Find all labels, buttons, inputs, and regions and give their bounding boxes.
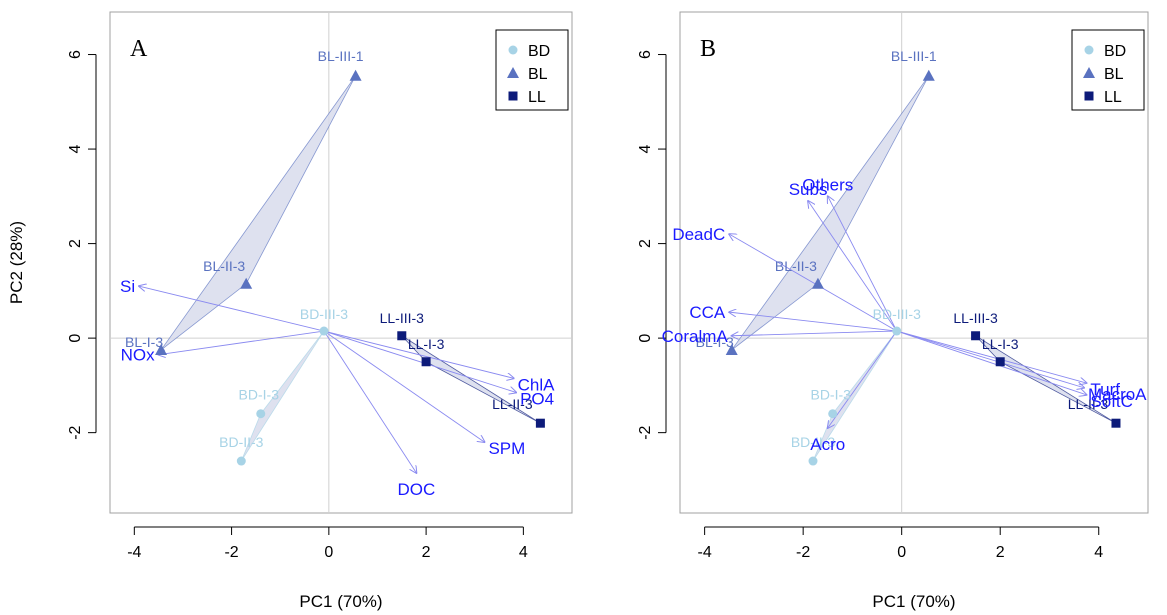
y-tick-label: 6 (67, 50, 84, 59)
legend: BD BL LL (496, 30, 568, 110)
legend-label-bl: BL (1104, 66, 1124, 83)
point-label: BL-II-3 (775, 258, 817, 274)
point-marker (397, 331, 406, 340)
point-label: BD-I-3 (239, 387, 280, 403)
y-tick-label: -2 (637, 425, 654, 439)
loading-arrow (324, 331, 484, 442)
panel-a: -4 -2 0 2 4 -2 0 2 4 6 PC1 (70%) PC2 (28%) A BD-III-3… (7, 12, 572, 611)
point-label: BL-III-1 (318, 48, 364, 64)
y-tick-label: 2 (637, 239, 654, 248)
vector-label: NOx (121, 346, 156, 365)
legend-marker-bd (1085, 46, 1094, 55)
point-marker (971, 331, 980, 340)
vector-label: Acro (810, 435, 845, 454)
loading-arrow (732, 331, 897, 336)
point-marker (828, 409, 837, 418)
point-marker (809, 457, 818, 466)
legend-label-ll: LL (528, 89, 546, 106)
point-label: BD-III-3 (300, 306, 348, 322)
legend: BD BL LL (1072, 30, 1144, 110)
y-tick-label: 4 (637, 145, 654, 154)
legend-marker-ll (509, 92, 518, 101)
point-marker (892, 327, 901, 336)
legend-label-ll: LL (1104, 89, 1122, 106)
point-label: BL-III-1 (891, 48, 937, 64)
x-tick-label: 4 (1094, 544, 1103, 561)
point-marker (422, 357, 431, 366)
x-tick-label: 2 (422, 544, 431, 561)
vector-label: DOC (397, 480, 435, 499)
vector-label: PO4 (520, 389, 554, 408)
point-marker (1111, 419, 1120, 428)
x-tick-label: -2 (796, 544, 810, 561)
panel-label: A (130, 36, 148, 62)
point-label: LL-III-3 (953, 310, 998, 326)
x-tick-label: 2 (996, 544, 1005, 561)
vector-label: Si (120, 277, 135, 296)
y-axis-label: PC2 (28%) (7, 221, 26, 304)
vector-label: DeadC (672, 225, 725, 244)
panel-b: -4 -2 0 2 4 -2 0 2 4 6 PC1 (70%) B BD-III-3 BD-I-3 BD-… (637, 12, 1148, 611)
y-tick-label: 2 (67, 239, 84, 248)
point-label: LL-III-3 (380, 310, 425, 326)
x-axis-label: PC1 (70%) (299, 592, 382, 611)
y-tick-label: 0 (637, 334, 654, 343)
legend-label-bd: BD (1104, 43, 1126, 60)
point-label: LL-I-3 (408, 336, 445, 352)
y-tick-label: -2 (67, 425, 84, 439)
x-tick-label: 0 (897, 544, 906, 561)
y-tick-label: 6 (637, 50, 654, 59)
point-marker (996, 357, 1005, 366)
legend-marker-ll (1085, 92, 1094, 101)
vector-label: CCA (689, 303, 726, 322)
vector-label: SPM (488, 439, 525, 458)
point-marker (256, 409, 265, 418)
vector-label: SoftC (1090, 392, 1133, 411)
point-marker (350, 70, 362, 81)
x-tick-label: -4 (127, 544, 141, 561)
loading-arrow (159, 331, 324, 355)
loading-arrow (324, 331, 416, 473)
panel-label: B (700, 36, 716, 62)
vector-label: CoralmA (662, 327, 729, 346)
point-label: BD-III-3 (873, 306, 921, 322)
vector-label: Others (802, 175, 853, 194)
y-tick-label: 4 (67, 145, 84, 154)
point-label: LL-I-3 (982, 336, 1019, 352)
x-tick-label: 4 (519, 544, 528, 561)
y-tick-label: 0 (67, 334, 84, 343)
point-marker (923, 70, 935, 81)
point-label: BL-II-3 (203, 258, 245, 274)
loading-arrow (828, 331, 897, 428)
point-label: BD-I-3 (810, 387, 851, 403)
point-label: BD-II-3 (219, 434, 264, 450)
point-marker (319, 327, 328, 336)
x-tick-label: -4 (698, 544, 712, 561)
legend-label-bd: BD (528, 43, 550, 60)
x-tick-label: -2 (224, 544, 238, 561)
x-axis-label: PC1 (70%) (872, 592, 955, 611)
x-tick-label: 0 (324, 544, 333, 561)
point-marker (536, 419, 545, 428)
legend-marker-bd (509, 46, 518, 55)
legend-label-bl: BL (528, 66, 548, 83)
point-marker (237, 457, 246, 466)
